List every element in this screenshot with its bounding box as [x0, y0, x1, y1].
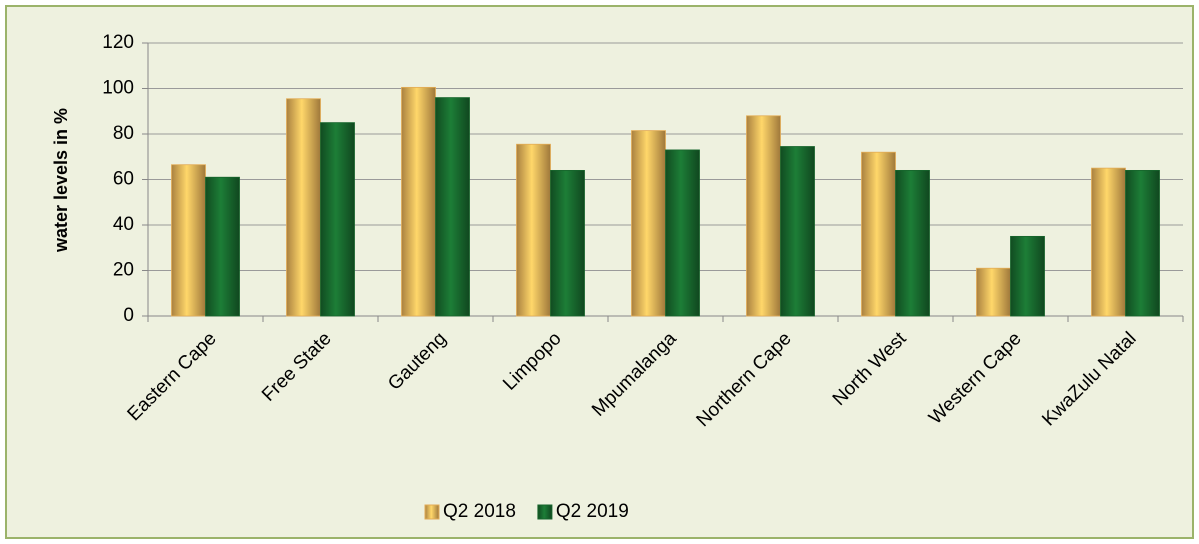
y-tick-label: 100 — [102, 78, 134, 99]
bar — [286, 98, 321, 317]
bar — [665, 149, 700, 317]
y-tick-label: 120 — [102, 32, 134, 53]
bar — [205, 176, 240, 317]
bar — [780, 146, 815, 317]
bar — [171, 164, 206, 317]
y-tick-label: 0 — [123, 305, 134, 326]
legend-swatch — [537, 504, 553, 520]
legend-swatch — [424, 504, 440, 520]
bar — [976, 267, 1011, 317]
bar — [1125, 169, 1160, 317]
bar — [1010, 235, 1045, 317]
legend-label: Q2 2019 — [556, 501, 629, 522]
bar — [516, 143, 551, 317]
legend-label: Q2 2018 — [443, 501, 516, 522]
bar — [401, 86, 436, 317]
y-tick-label: 80 — [113, 123, 134, 144]
bar — [1091, 167, 1126, 317]
bar — [550, 169, 585, 317]
y-tick-label: 40 — [113, 214, 134, 235]
y-axis-label: water levels in % — [51, 108, 71, 253]
y-tick-label: 60 — [113, 169, 134, 190]
bar — [895, 169, 930, 317]
y-tick-label: 20 — [113, 260, 134, 281]
bar — [320, 122, 355, 317]
bar — [435, 97, 470, 317]
bar — [861, 151, 896, 317]
bar — [746, 115, 781, 317]
bar — [631, 130, 666, 317]
